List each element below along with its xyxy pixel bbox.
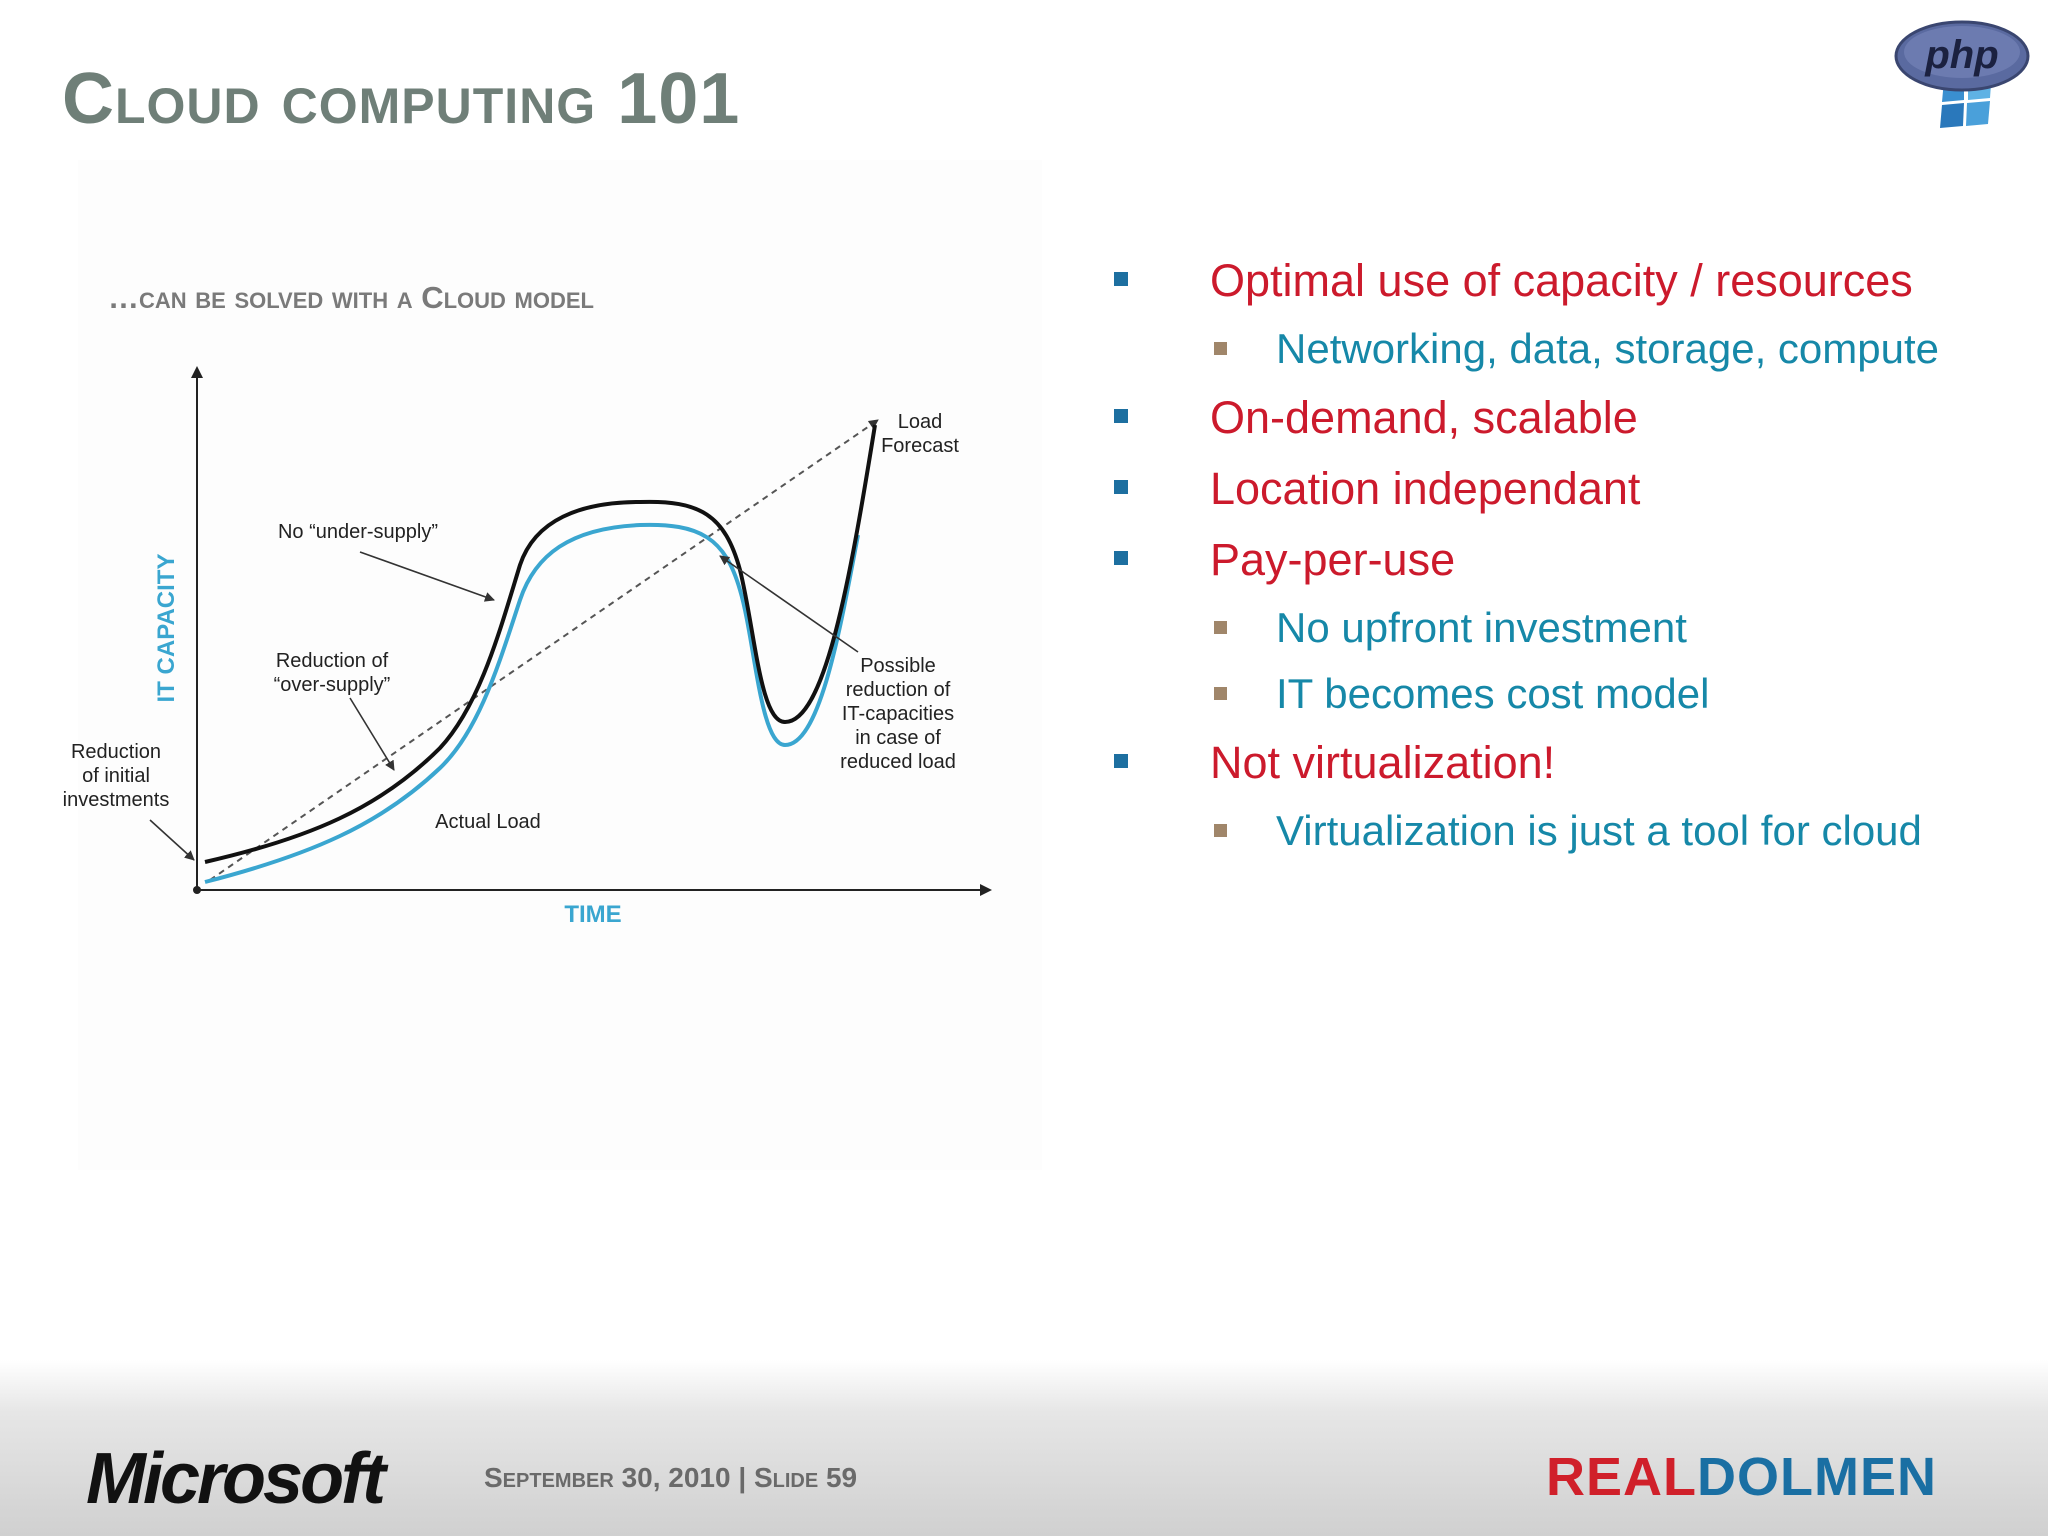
bullet-item: Pay-per-use [1110, 529, 2010, 590]
bullet-text: On-demand, scalable [1210, 392, 1638, 443]
load-forecast-label-line1: Load [898, 411, 943, 433]
cloud-model-figure: …can be solved with a Cloud model IT CAP… [50, 160, 1060, 1170]
over-supply-arrow [349, 697, 395, 771]
bullet-item: Not virtualization! [1110, 732, 2010, 793]
sub-bullet-item: IT becomes cost model [1110, 666, 2010, 722]
actual-load-label: Actual Load [435, 811, 541, 833]
possible-reduction-line3: IT-capacities [842, 703, 954, 725]
bullet-text: Optimal use of capacity / resources [1210, 255, 1913, 306]
microsoft-logo: Microsoft [86, 1439, 386, 1519]
figure-background [78, 160, 1042, 1170]
php-logo: php [1894, 20, 2030, 128]
sub-bullet-text: Networking, data, storage, compute [1276, 325, 1940, 372]
sub-bullet-item: Networking, data, storage, compute [1110, 321, 2010, 377]
possible-reduction-line5: reduced load [840, 751, 956, 773]
over-supply-label-line1: Reduction of [276, 650, 389, 672]
no-under-supply-arrow [359, 551, 495, 602]
initial-investment-label-line2: of initial [82, 765, 150, 787]
square-bullet-icon [1114, 754, 1128, 768]
sub-bullet-item: No upfront investment [1110, 600, 2010, 656]
square-bullet-icon [1214, 621, 1227, 634]
bullet-text: Location independant [1210, 463, 1641, 514]
sub-bullet-text: IT becomes cost model [1276, 670, 1710, 717]
load-forecast-label-line2: Forecast [881, 435, 959, 457]
sub-bullet-text: Virtualization is just a tool for cloud [1276, 807, 1922, 854]
it-capacity-curve [204, 424, 877, 864]
figure-heading: …can be solved with a Cloud model [108, 280, 594, 315]
square-bullet-icon [1114, 409, 1128, 423]
slide-title: Cloud computing 101 [62, 59, 741, 139]
origin-point [193, 886, 201, 894]
y-axis-label: IT CAPACITY [153, 554, 180, 703]
possible-reduction-line2: reduction of [846, 679, 951, 701]
square-bullet-icon [1114, 480, 1128, 494]
realdolmen-logo: REALDOLMEN [1546, 1446, 1937, 1508]
square-bullet-icon [1214, 687, 1227, 700]
over-supply-label-line2: “over-supply” [274, 674, 391, 696]
realdolmen-logo-dolmen: DOLMEN [1697, 1447, 1937, 1507]
bullet-item: Location independant [1110, 458, 2010, 519]
square-bullet-icon [1214, 342, 1227, 355]
possible-reduction-line4: in case of [855, 727, 941, 749]
sub-bullet-text: No upfront investment [1276, 604, 1687, 651]
realdolmen-logo-real: REAL [1546, 1447, 1697, 1507]
bullet-list: Optimal use of capacity / resources Netw… [1110, 250, 2010, 869]
x-axis-label: TIME [564, 901, 621, 928]
possible-reduction-line1: Possible [860, 655, 936, 677]
possible-reduction-arrow [719, 555, 859, 653]
actual-load-curve [204, 522, 860, 884]
square-bullet-icon [1114, 272, 1128, 286]
load-forecast-line [209, 419, 879, 881]
initial-investment-label-line3: investments [63, 789, 170, 811]
bullet-item: On-demand, scalable [1110, 387, 2010, 448]
slide-footer [0, 1360, 2048, 1536]
bullet-text: Pay-per-use [1210, 534, 1456, 585]
square-bullet-icon [1114, 551, 1128, 565]
initial-investment-label-line1: Reduction [71, 741, 161, 763]
square-bullet-icon [1214, 824, 1227, 837]
no-under-supply-label: No “under-supply” [278, 521, 438, 543]
php-logo-text: php [1924, 33, 1998, 77]
bullet-text: Not virtualization! [1210, 737, 1556, 788]
bullet-item: Optimal use of capacity / resources [1110, 250, 2010, 311]
slide-date-number: September 30, 2010 | Slide 59 [484, 1462, 858, 1493]
initial-investment-arrow [149, 819, 195, 861]
sub-bullet-item: Virtualization is just a tool for cloud [1110, 803, 2010, 859]
